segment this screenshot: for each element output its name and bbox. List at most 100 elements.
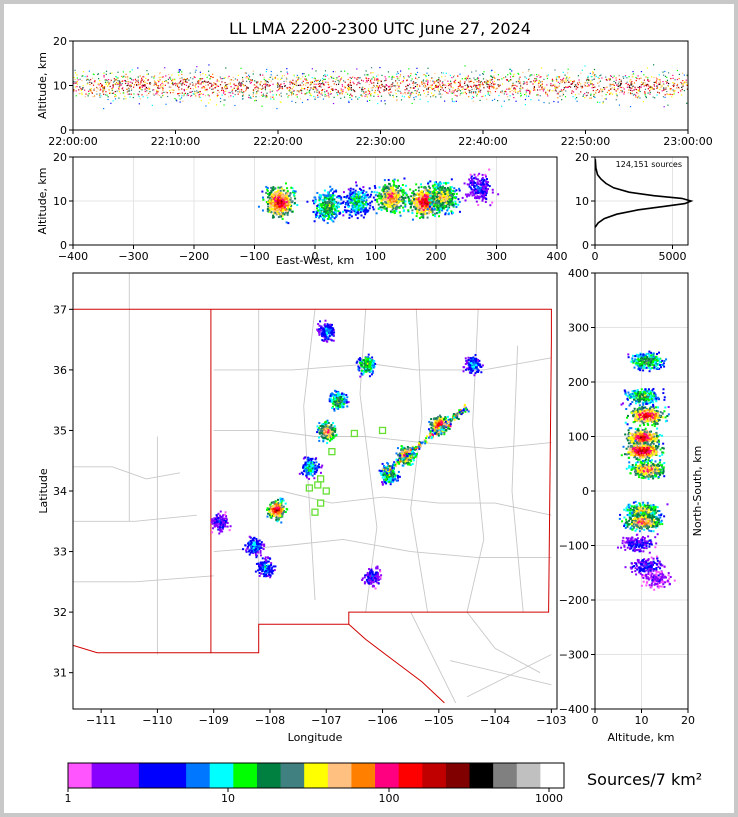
source-cell xyxy=(328,208,331,211)
source-point xyxy=(144,81,146,84)
source-cell xyxy=(280,197,283,200)
source-point xyxy=(132,79,134,81)
source-cell xyxy=(382,187,385,190)
source-point xyxy=(638,88,641,90)
source-cell xyxy=(393,210,396,213)
source-point xyxy=(527,70,529,72)
source-cell xyxy=(450,210,453,213)
source-point xyxy=(367,73,369,76)
source-point xyxy=(613,86,615,89)
source-point xyxy=(421,81,423,83)
source-cell xyxy=(411,211,414,214)
source-point xyxy=(177,74,180,76)
source-point xyxy=(87,78,89,80)
source-point xyxy=(177,83,179,85)
source-point xyxy=(426,83,429,86)
source-point xyxy=(629,105,632,108)
source-cell xyxy=(359,208,362,211)
source-point xyxy=(604,88,606,90)
alt-axis-tick-label: 0 xyxy=(60,124,67,137)
source-point xyxy=(373,84,375,87)
source-point xyxy=(103,86,105,88)
source-cell xyxy=(266,210,269,213)
source-point xyxy=(237,87,240,89)
source-point xyxy=(432,80,434,82)
source-point xyxy=(490,85,492,88)
source-cell xyxy=(491,201,494,204)
source-point xyxy=(609,78,611,80)
source-point xyxy=(318,91,320,93)
source-point xyxy=(101,84,103,86)
source-point xyxy=(593,68,596,71)
source-point xyxy=(483,87,485,89)
source-cell xyxy=(483,179,486,182)
source-point xyxy=(557,81,559,83)
source-cell xyxy=(324,211,327,214)
source-cell xyxy=(474,192,477,195)
source-point xyxy=(590,97,592,99)
source-point xyxy=(344,87,346,89)
source-cell xyxy=(325,212,328,215)
source-point xyxy=(270,96,272,98)
source-cell xyxy=(349,189,352,192)
source-point xyxy=(90,90,92,92)
source-point xyxy=(418,93,420,96)
source-point xyxy=(268,78,270,80)
source-point xyxy=(296,84,298,87)
source-point xyxy=(487,90,489,92)
source-point xyxy=(517,92,519,94)
source-point xyxy=(146,70,148,72)
source-point xyxy=(145,86,148,89)
source-cell xyxy=(266,188,269,191)
source-point xyxy=(81,79,83,82)
source-cell xyxy=(380,202,383,205)
source-point xyxy=(411,91,413,94)
source-cell xyxy=(384,198,387,201)
source-point xyxy=(286,88,288,90)
source-point xyxy=(82,87,84,89)
source-point xyxy=(357,98,359,100)
source-point xyxy=(528,95,530,97)
source-point xyxy=(616,94,618,96)
source-cell xyxy=(397,191,400,194)
source-point xyxy=(112,81,115,83)
source-cell xyxy=(447,195,450,198)
source-cell xyxy=(286,191,289,194)
source-point xyxy=(646,67,648,69)
source-point xyxy=(237,88,239,90)
source-point xyxy=(434,86,436,88)
source-point xyxy=(630,83,632,85)
source-point xyxy=(370,93,372,95)
source-cell xyxy=(434,181,437,184)
source-point xyxy=(116,90,118,92)
source-point xyxy=(116,76,118,78)
source-cell xyxy=(403,177,406,180)
source-point xyxy=(216,85,218,87)
source-point xyxy=(413,98,415,101)
source-point xyxy=(390,91,392,93)
source-cell xyxy=(471,180,474,183)
source-point xyxy=(672,77,674,79)
source-point xyxy=(279,84,281,86)
source-point xyxy=(686,84,688,87)
source-point xyxy=(130,93,132,95)
source-cell xyxy=(316,191,319,194)
source-cell xyxy=(428,207,431,210)
source-point xyxy=(295,82,297,84)
source-cell xyxy=(277,191,280,194)
source-cell xyxy=(391,202,394,205)
source-point xyxy=(172,78,174,80)
source-point xyxy=(490,75,492,77)
source-point xyxy=(431,88,433,90)
source-point xyxy=(547,74,549,76)
source-point xyxy=(541,88,543,90)
source-point xyxy=(266,95,268,97)
source-point xyxy=(122,80,124,82)
source-point xyxy=(257,81,259,83)
source-point xyxy=(396,96,398,98)
source-point xyxy=(554,87,556,89)
source-point xyxy=(539,89,541,91)
source-cell xyxy=(435,182,438,185)
source-point xyxy=(630,88,632,90)
source-cell xyxy=(320,213,323,216)
